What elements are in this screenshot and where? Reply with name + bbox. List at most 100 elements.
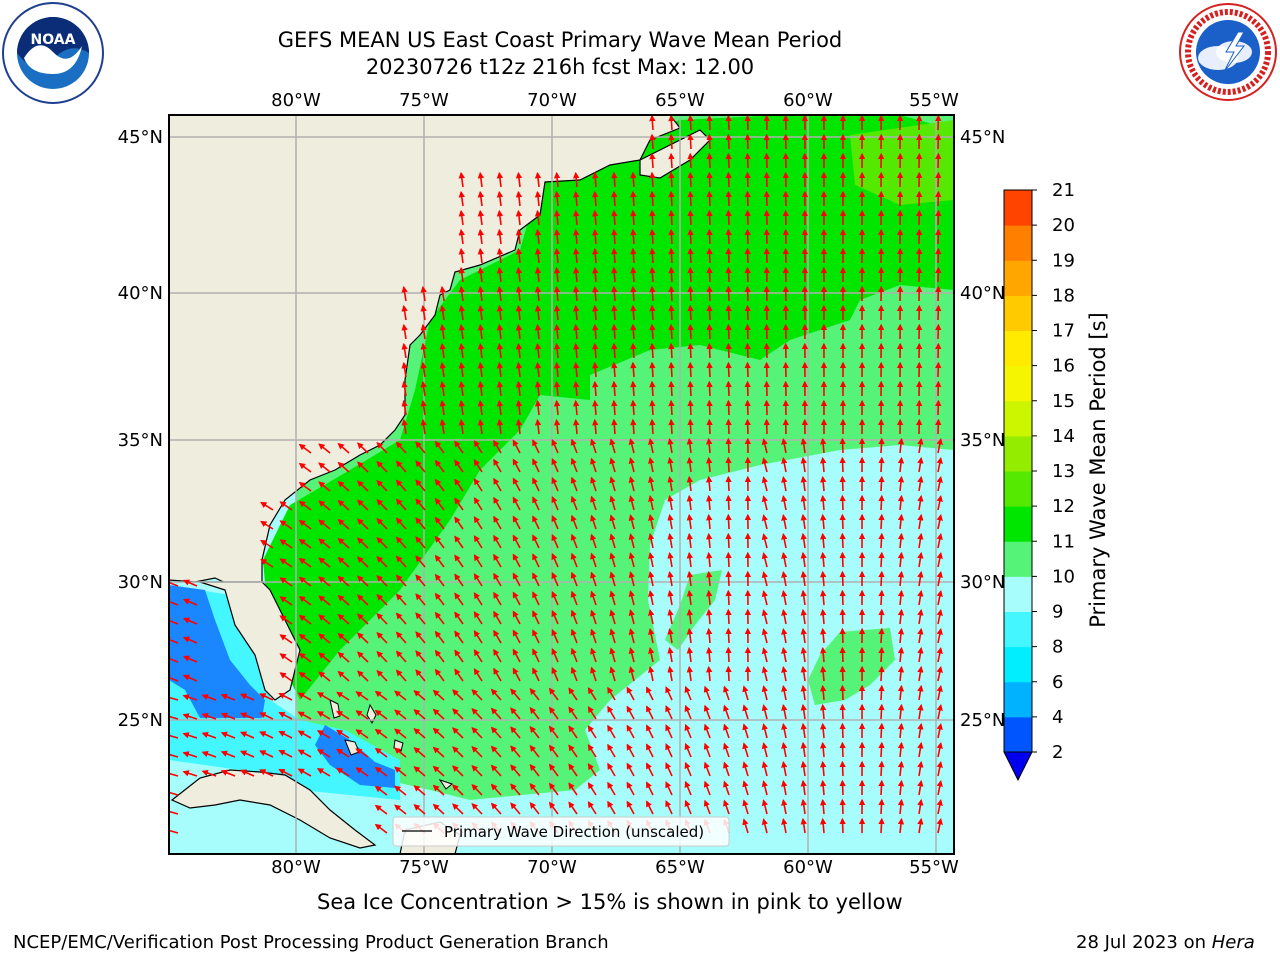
- wave-arrow: [819, 437, 827, 454]
- wave-arrow: [401, 342, 408, 359]
- wave-arrow: [878, 684, 885, 701]
- wave-arrow: [548, 763, 559, 777]
- wave-arrow: [761, 628, 768, 644]
- wave-arrow: [532, 667, 540, 682]
- wave-arrow: [897, 722, 905, 739]
- colorbar-tick-label: 15: [1052, 391, 1075, 412]
- colorbar-label: Primary Wave Mean Period [s]: [1086, 312, 1110, 628]
- wave-arrow: [667, 570, 674, 587]
- colorbar-segment: [1004, 225, 1032, 261]
- wave-arrow: [668, 266, 675, 283]
- wave-arrow: [259, 750, 274, 758]
- wave-arrow: [687, 133, 694, 150]
- chart-subtitle: 20230726 t12z 216h fcst Max: 12.00: [365, 55, 755, 79]
- wave-arrow: [220, 731, 236, 739]
- wave-arrow: [432, 784, 445, 796]
- wave-arrow: [744, 228, 751, 245]
- wave-arrow: [297, 749, 312, 758]
- wave-arrow: [415, 574, 426, 587]
- wave-arrow: [781, 723, 788, 739]
- wave-arrow: [220, 750, 236, 758]
- wave-arrow: [572, 342, 580, 359]
- wave-arrow: [592, 342, 599, 359]
- wave-arrow: [493, 477, 502, 492]
- wave-arrow: [493, 629, 502, 644]
- wave-arrow: [515, 361, 523, 378]
- wave-arrow: [415, 460, 426, 473]
- wave-arrow: [395, 574, 407, 587]
- wave-arrow: [395, 441, 407, 454]
- wave-arrow: [356, 442, 369, 454]
- wave-arrow: [800, 760, 807, 777]
- wave-arrow: [551, 667, 559, 682]
- wave-arrow: [568, 782, 578, 796]
- wave-arrow: [761, 761, 768, 777]
- wave-arrow: [496, 399, 504, 416]
- wave-arrow: [395, 669, 407, 682]
- wave-arrow: [415, 650, 426, 663]
- wave-arrow: [800, 646, 807, 663]
- wave-arrow: [592, 418, 599, 435]
- wave-arrow: [744, 152, 751, 169]
- wave-arrow: [725, 152, 732, 169]
- wave-arrow: [454, 630, 464, 644]
- wave-arrow: [744, 209, 751, 226]
- wave-arrow: [240, 750, 255, 758]
- wave-arrow: [587, 763, 597, 777]
- wave-arrow: [415, 441, 426, 454]
- wave-arrow: [553, 304, 561, 321]
- wave-arrow: [684, 780, 692, 796]
- wave-arrow: [761, 666, 768, 682]
- wave-arrow: [936, 799, 943, 815]
- wave-arrow: [515, 418, 523, 435]
- wave-arrow: [318, 576, 331, 587]
- wave-arrow: [395, 536, 407, 549]
- wave-arrow: [316, 768, 331, 777]
- wave-arrow: [628, 533, 635, 549]
- wave-arrow: [439, 323, 446, 340]
- wave-arrow: [725, 513, 732, 530]
- wave-arrow: [532, 439, 540, 454]
- wave-arrow: [897, 532, 905, 549]
- lon-label-bottom: 65°W: [655, 857, 705, 878]
- wave-arrow: [649, 190, 656, 207]
- wave-arrow: [395, 498, 407, 511]
- wave-arrow: [568, 801, 578, 815]
- wave-arrow: [394, 728, 407, 739]
- wave-arrow: [532, 553, 540, 568]
- wave-arrow: [686, 551, 694, 568]
- colorbar-tick-label: 14: [1052, 426, 1075, 447]
- wave-arrow: [630, 209, 637, 226]
- wave-arrow: [318, 443, 331, 454]
- wave-arrow: [458, 190, 465, 207]
- wave-arrow: [936, 571, 943, 587]
- wave-arrow: [413, 728, 426, 739]
- wave-arrow: [169, 751, 179, 758]
- wave-arrow: [723, 761, 730, 777]
- wave-arrow: [687, 171, 694, 188]
- wave-arrow: [496, 285, 504, 302]
- wave-arrow: [182, 770, 198, 777]
- wave-arrow: [551, 553, 559, 568]
- colorbar-tick-label: 12: [1052, 496, 1075, 517]
- wave-arrow: [744, 342, 751, 359]
- wave-arrow: [819, 646, 827, 663]
- wave-arrow: [415, 669, 426, 682]
- wave-arrow: [529, 706, 540, 720]
- wave-arrow: [590, 514, 597, 530]
- wave-arrow: [628, 609, 635, 625]
- wave-arrow: [355, 691, 369, 701]
- colorbar-segment: [1004, 506, 1032, 542]
- lon-label-top: 65°W: [655, 90, 705, 111]
- wave-arrow: [318, 519, 331, 530]
- wave-arrow: [395, 612, 407, 625]
- wave-arrow: [649, 152, 656, 169]
- wave-arrow: [645, 686, 654, 701]
- wave-arrow: [356, 537, 369, 549]
- wave-arrow: [592, 323, 599, 340]
- wave-arrow: [687, 209, 694, 226]
- wave-arrow: [572, 323, 580, 340]
- wave-arrow: [819, 665, 827, 682]
- wave-arrow: [781, 647, 788, 663]
- wave-arrow: [742, 761, 749, 777]
